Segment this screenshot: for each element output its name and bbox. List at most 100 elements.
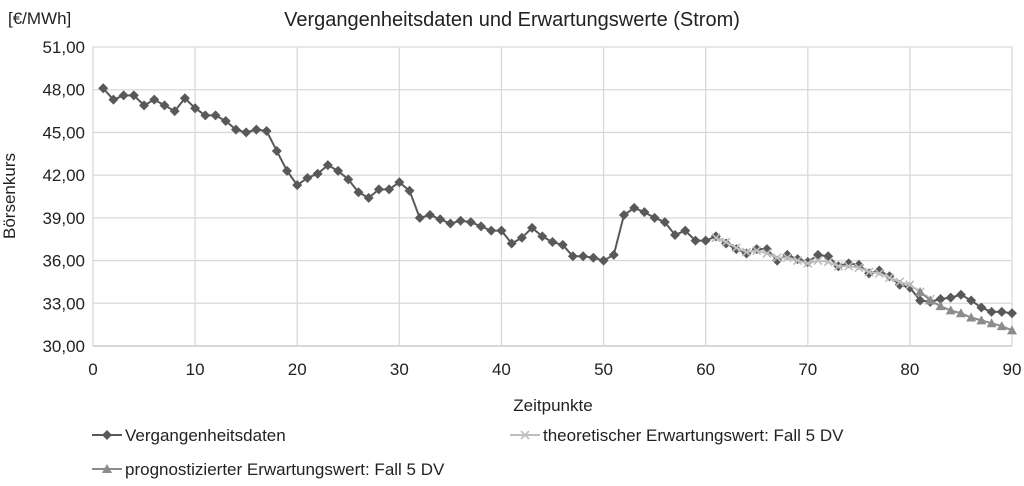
data-point	[578, 251, 589, 262]
data-point	[731, 243, 741, 253]
data-point	[404, 185, 415, 196]
series-line	[919, 291, 1013, 332]
data-point	[649, 212, 660, 223]
data-point	[496, 225, 507, 236]
data-point	[884, 273, 895, 283]
series-triangle	[915, 286, 1017, 335]
y-tick-label: 36,00	[42, 252, 85, 271]
x-axis-label: Zeitpunkte	[513, 396, 592, 415]
data-point	[486, 225, 497, 236]
gridlines	[92, 46, 1013, 347]
data-point	[874, 268, 884, 278]
data-point	[659, 217, 670, 228]
y-axis-ticks: 30,00 33,00 36,00 39,00 42,00 45,00 48,00 51,00	[42, 38, 85, 356]
data-point	[711, 233, 721, 243]
data-point	[976, 315, 987, 325]
series-x	[711, 233, 935, 304]
data-point	[179, 93, 190, 104]
data-point	[302, 172, 313, 183]
data-point	[139, 100, 150, 111]
data-point	[895, 277, 905, 287]
legend-item: theoretischer Erwartungswert: Fall 5 DV	[510, 426, 844, 445]
data-point	[996, 306, 1007, 317]
x-tick-label: 10	[186, 360, 205, 379]
data-point	[762, 248, 772, 259]
data-point	[802, 256, 813, 267]
data-point	[976, 302, 987, 313]
data-point	[312, 168, 323, 179]
data-point	[772, 253, 782, 263]
data-point	[282, 165, 293, 176]
x-tick-label: 60	[696, 360, 715, 379]
data-point	[670, 229, 681, 240]
legend: Vergangenheitsdaten theoretischer Erwartu…	[92, 426, 844, 479]
legend-label: theoretischer Erwartungswert: Fall 5 DV	[543, 426, 844, 445]
data-point	[516, 232, 527, 243]
data-point	[261, 126, 272, 137]
x-tick-label: 80	[900, 360, 919, 379]
data-point	[128, 90, 139, 101]
data-point	[537, 231, 548, 242]
series-layer	[98, 83, 1017, 335]
data-point	[547, 237, 558, 248]
data-point	[506, 238, 517, 249]
series-line	[715, 236, 931, 300]
data-point	[424, 210, 435, 221]
data-point	[322, 160, 333, 171]
y-tick-label: 45,00	[42, 123, 85, 142]
data-point	[210, 110, 221, 121]
series-diamond	[98, 83, 1017, 319]
legend-marker-icon	[102, 464, 112, 473]
x-tick-label: 70	[798, 360, 817, 379]
data-point	[741, 247, 752, 257]
y-axis-label: Börsenkurs	[0, 153, 19, 239]
data-point	[854, 263, 864, 273]
data-point	[986, 306, 997, 317]
data-point	[751, 244, 762, 255]
data-point	[200, 110, 211, 121]
x-tick-label: 50	[594, 360, 613, 379]
data-point	[271, 145, 282, 156]
y-tick-label: 42,00	[42, 166, 85, 185]
data-point	[823, 257, 833, 267]
data-point	[527, 222, 538, 233]
data-point	[996, 321, 1007, 331]
data-point	[935, 294, 946, 305]
data-point	[813, 256, 823, 266]
y-tick-label: 30,00	[42, 337, 85, 356]
x-axis-ticks: 0 10 20 30 40 50 60 70 80 90	[88, 360, 1021, 379]
data-point	[373, 184, 384, 195]
data-point	[925, 295, 936, 305]
data-point	[251, 124, 262, 135]
unit-label: [€/MWh]	[8, 9, 71, 28]
x-tick-label: 30	[390, 360, 409, 379]
data-point	[905, 280, 915, 290]
data-point	[465, 217, 476, 228]
data-point	[700, 235, 711, 246]
x-tick-label: 40	[492, 360, 511, 379]
legend-item: Vergangenheitsdaten	[92, 426, 286, 445]
y-tick-label: 33,00	[42, 294, 85, 313]
data-point	[557, 239, 568, 250]
data-point	[915, 295, 926, 306]
data-point	[98, 83, 109, 94]
data-point	[333, 165, 344, 176]
legend-marker-icon	[102, 430, 112, 440]
data-point	[1007, 325, 1017, 335]
data-point	[149, 94, 160, 105]
data-point	[966, 312, 977, 322]
data-point	[394, 177, 405, 188]
data-point	[782, 253, 792, 263]
legend-item: prognostizierter Erwartungswert: Fall 5 …	[92, 460, 445, 479]
data-point	[803, 258, 813, 268]
data-point	[363, 192, 374, 203]
data-point	[955, 289, 966, 300]
data-point	[752, 246, 762, 256]
data-point	[169, 106, 180, 117]
data-point	[190, 103, 201, 114]
data-point	[567, 251, 578, 262]
data-point	[833, 261, 843, 271]
data-point	[608, 249, 619, 260]
chart-title: Vergangenheitsdaten und Erwartungswerte …	[284, 9, 740, 31]
